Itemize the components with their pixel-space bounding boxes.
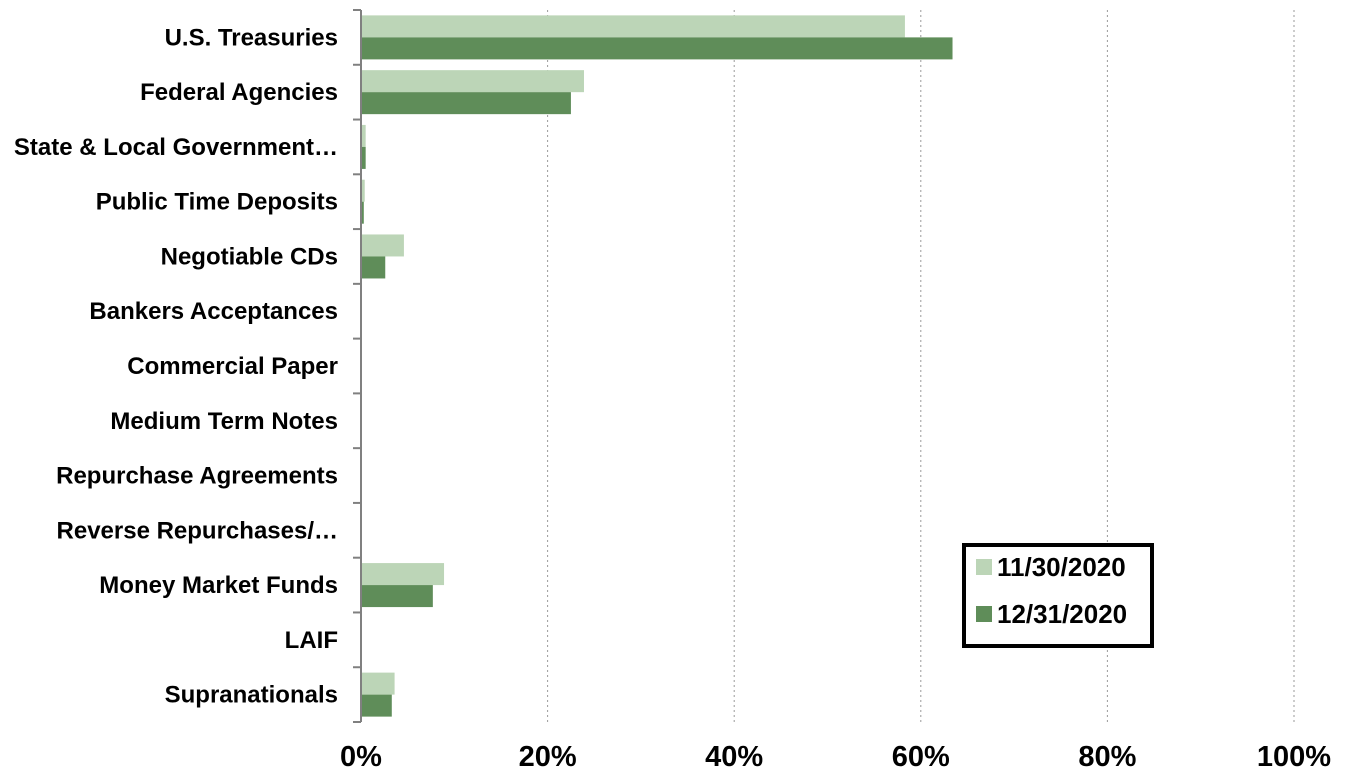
x-tick-label-5: 100% xyxy=(1257,741,1331,773)
legend-label-1: 12/31/2020 xyxy=(997,599,1127,629)
x-tick-label-1: 20% xyxy=(519,741,577,773)
bar-series0-cat2 xyxy=(361,124,366,147)
category-label-10: Money Market Funds xyxy=(99,572,338,599)
bar-series0-cat3 xyxy=(361,179,365,202)
y-axis xyxy=(353,9,362,723)
legend-box xyxy=(962,543,1154,648)
category-label-0: U.S. Treasuries xyxy=(165,24,338,51)
legend-swatch-0 xyxy=(976,559,992,575)
category-label-5: Bankers Acceptances xyxy=(89,298,338,325)
bar-series0-cat0 xyxy=(361,15,905,38)
bar-series1-cat2 xyxy=(361,146,366,169)
bar-series0-cat4 xyxy=(361,234,404,257)
category-labels: U.S. Treasuries Federal Agencies State & L… xyxy=(14,24,338,708)
bar-series0-cat1 xyxy=(361,70,584,93)
bars xyxy=(361,15,953,717)
category-label-12: Supranationals xyxy=(165,682,338,709)
gridlines xyxy=(547,10,1295,722)
bar-series1-cat4 xyxy=(361,256,386,279)
x-tick-labels: 0% 20% 40% 60% 80% 100% xyxy=(340,741,1331,773)
x-tick-label-0: 0% xyxy=(340,741,382,773)
bar-series0-cat12 xyxy=(361,672,395,695)
bar-series1-cat10 xyxy=(361,585,433,608)
legend: 11/30/2020 12/31/2020 xyxy=(962,543,1154,648)
bar-series1-cat12 xyxy=(361,694,392,717)
legend-label-0: 11/30/2020 xyxy=(997,552,1126,582)
category-label-7: Medium Term Notes xyxy=(110,408,338,435)
bar-series0-cat10 xyxy=(361,563,445,586)
category-label-3: Public Time Deposits xyxy=(96,189,338,216)
bar-series1-cat1 xyxy=(361,92,571,115)
category-label-9: Reverse Repurchases/… xyxy=(57,517,338,544)
x-tick-label-2: 40% xyxy=(705,741,763,773)
bar-series1-cat3 xyxy=(361,201,364,224)
category-label-8: Repurchase Agreements xyxy=(56,463,338,490)
category-label-2: State & Local Government… xyxy=(14,134,338,161)
category-label-6: Commercial Paper xyxy=(127,353,338,380)
x-tick-label-3: 60% xyxy=(892,741,950,773)
x-tick-label-4: 80% xyxy=(1078,741,1136,773)
category-label-11: LAIF xyxy=(285,627,338,654)
category-label-1: Federal Agencies xyxy=(140,79,338,106)
bar-series1-cat0 xyxy=(361,37,953,60)
legend-swatch-1 xyxy=(976,606,992,622)
category-label-4: Negotiable CDs xyxy=(161,243,338,270)
